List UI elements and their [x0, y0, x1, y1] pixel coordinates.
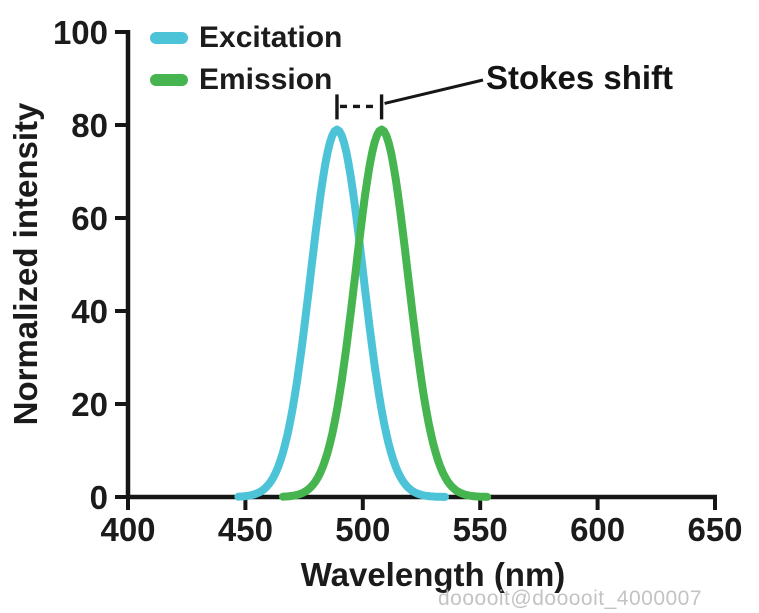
x-tick-label: 600 — [570, 511, 625, 548]
y-tick-label: 20 — [71, 386, 108, 423]
y-tick-label: 0 — [90, 479, 108, 516]
excitation-curve — [234, 125, 449, 501]
stokes-shift-label: Stokes shift — [486, 59, 674, 96]
legend-label-emission: Emission — [199, 63, 333, 96]
x-tick-label: 400 — [100, 511, 155, 548]
y-tick-label: 80 — [71, 107, 108, 144]
x-tick-label: 550 — [453, 511, 508, 548]
y-tick-label: 40 — [71, 293, 108, 330]
x-tick-label: 650 — [687, 511, 742, 548]
x-axis-title: Wavelength (nm) — [300, 556, 566, 593]
y-axis-title: Normalized intensity — [7, 102, 44, 426]
emission-color-swatch — [150, 74, 188, 86]
stokes-leader-line — [384, 78, 484, 105]
excitation-color-swatch — [150, 32, 188, 44]
x-tick-label: 450 — [218, 511, 273, 548]
legend-item-emission: Emission — [150, 59, 342, 101]
y-tick-label: 100 — [53, 14, 108, 51]
legend-item-excitation: Excitation — [150, 17, 342, 59]
legend: Excitation Emission — [150, 17, 342, 101]
legend-label-excitation: Excitation — [199, 21, 343, 54]
watermark: dooooit@dooooit_4000007 — [438, 587, 703, 610]
x-tick-label: 500 — [335, 511, 390, 548]
emission-curve — [279, 125, 492, 501]
y-tick-label: 60 — [71, 200, 108, 237]
